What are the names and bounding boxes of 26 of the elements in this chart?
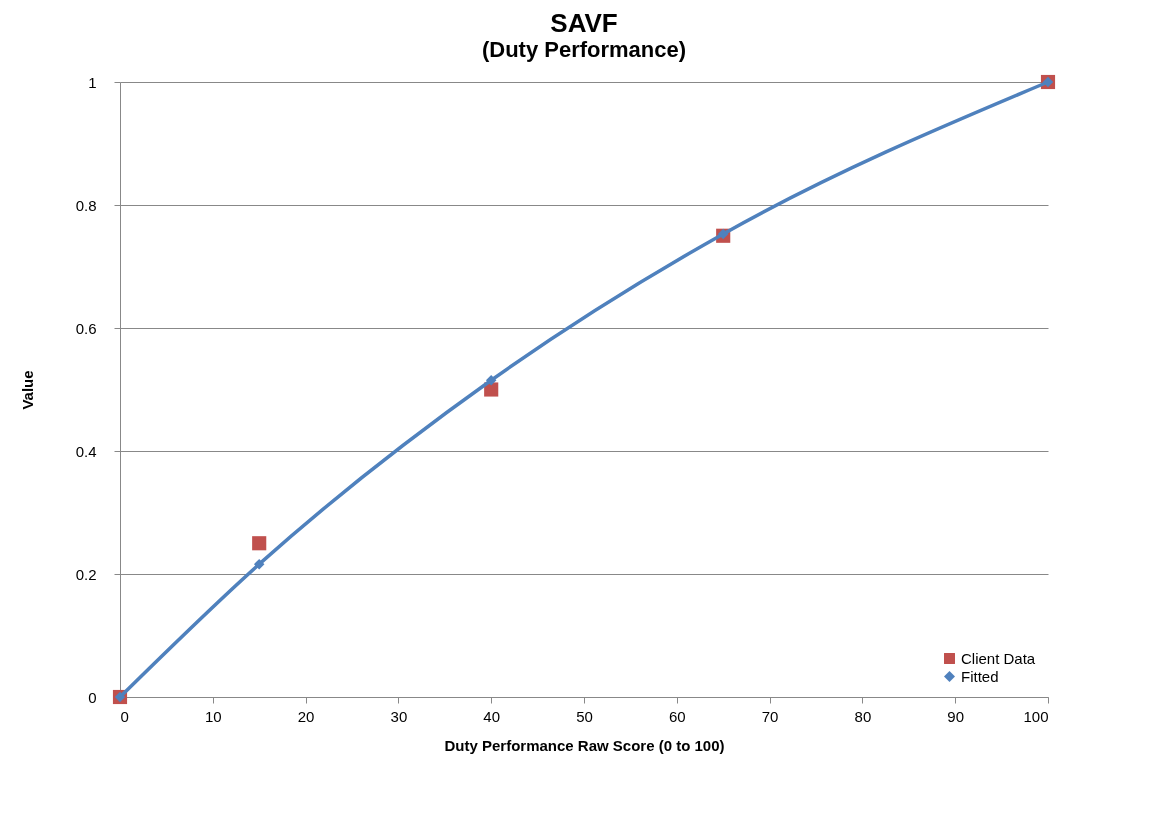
x-tick-label: 90: [947, 707, 965, 725]
x-tick-label: 0: [120, 707, 129, 725]
y-tick-label: 0.2: [75, 565, 97, 583]
y-tick-label: 0.6: [75, 319, 97, 337]
x-tick-label: 50: [576, 707, 593, 725]
point: [485, 375, 497, 386]
x-tick-label: 100: [1023, 707, 1049, 725]
x-axis-title: Duty Performance Raw Score (0 to 100): [444, 736, 725, 754]
chart-subtitle: (Duty Performance): [481, 36, 687, 62]
y-tick-label: 0.8: [75, 196, 97, 214]
legend-label: Client Data: [961, 649, 1036, 667]
legend-label: Fitted: [961, 667, 999, 685]
y-axis-title: Value: [18, 370, 36, 410]
x-tick-label: 20: [297, 707, 315, 725]
chart-title: SAVF: [550, 7, 618, 38]
x-tick-label: 80: [854, 707, 872, 725]
x-tick-label: 30: [390, 707, 408, 725]
point: [252, 536, 267, 551]
x-tick-label: 40: [483, 707, 501, 725]
x-tick-label: 10: [204, 707, 222, 725]
y-tick-label: 0.4: [75, 442, 97, 460]
x-tick-label: 60: [668, 707, 686, 725]
point: [253, 558, 265, 570]
y-tick-label: 0: [88, 688, 97, 706]
y-tick-label: 1: [88, 73, 97, 91]
x-tick-label: 70: [761, 707, 779, 725]
